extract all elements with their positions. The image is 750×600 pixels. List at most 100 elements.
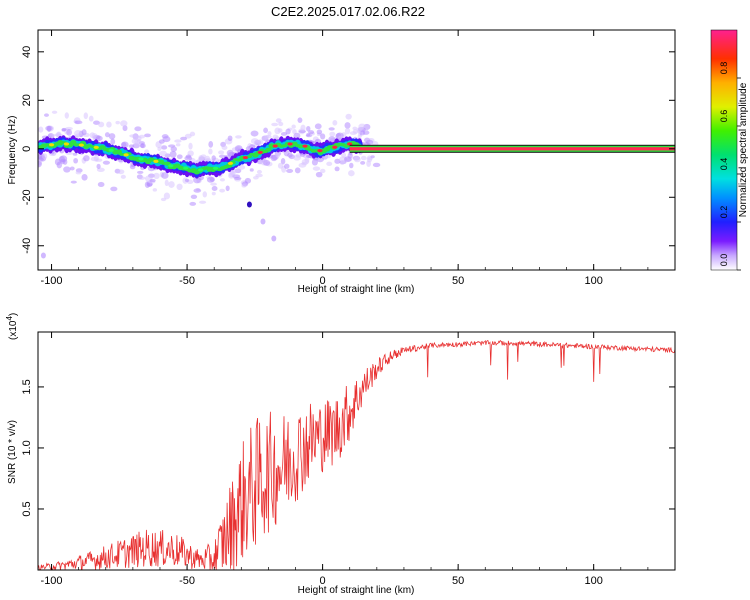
- heatmap-outlier: [271, 235, 277, 242]
- heatmap-peak: [78, 143, 84, 147]
- heatmap-cell: [218, 150, 225, 155]
- heatmap-cell: [137, 176, 146, 180]
- heatmap-cell: [170, 146, 178, 152]
- heatmap-cell: [353, 156, 361, 163]
- heatmap-cell: [249, 168, 254, 172]
- heatmap-cell: [74, 120, 83, 125]
- heatmap-cell: [164, 179, 169, 187]
- heatmap-cell: [250, 130, 259, 137]
- heatmap-cell: [311, 158, 318, 166]
- heatmap-cell: [349, 162, 354, 169]
- heatmap-peak: [48, 143, 55, 147]
- heatmap-cell: [343, 156, 352, 163]
- heatmap-cell: [137, 170, 144, 174]
- heatmap-cell: [129, 134, 138, 138]
- heatmap-cell: [115, 120, 120, 125]
- heatmap-cell: [102, 160, 111, 165]
- figure-title: C2E2.2025.017.02.06.R22: [271, 4, 425, 19]
- heatmap-outlier: [40, 252, 46, 259]
- colorbar-gradient: [711, 30, 737, 270]
- spectrogram-x-ticks: -100 -50 0 50 100: [41, 30, 676, 287]
- heatmap-peak: [332, 145, 338, 149]
- heatmap-cell: [267, 131, 272, 137]
- colorbar-tick-label: 0.4: [719, 158, 729, 171]
- heatmap-cell: [193, 176, 201, 184]
- spectrogram-x-axis-title: Height of straight line (km): [298, 284, 415, 295]
- heatmap-peak: [138, 157, 144, 161]
- heatmap-cell: [188, 142, 193, 150]
- heatmap-peak: [212, 166, 219, 170]
- heatmap-cell: [349, 131, 357, 136]
- heatmap-peak: [198, 168, 204, 172]
- heatmap-peak: [63, 142, 70, 146]
- multiplier-exponent: 4: [5, 316, 14, 321]
- heatmap-cell: [306, 133, 311, 137]
- x-tick-label: 50: [452, 575, 464, 587]
- heatmap-cell: [348, 170, 355, 177]
- heatmap-cell: [208, 148, 213, 155]
- heatmap-cell: [274, 127, 281, 135]
- heatmap-peak: [153, 159, 159, 163]
- heatmap-cell: [211, 191, 216, 196]
- y-tick-label: 1.0: [21, 440, 33, 455]
- heatmap-peak: [93, 145, 99, 149]
- heatmap-cell: [44, 113, 49, 117]
- heatmap-cell: [81, 174, 88, 181]
- heatmap-cell: [344, 122, 351, 129]
- heatmap-cell: [277, 162, 284, 169]
- heatmap-cell: [293, 154, 301, 161]
- heatmap-cell: [228, 170, 235, 178]
- heatmap-cell: [97, 181, 105, 188]
- heatmap-cell: [175, 143, 181, 147]
- heatmap-cell: [161, 145, 168, 150]
- heatmap-cell: [334, 158, 341, 164]
- heatmap-cell: [352, 126, 358, 131]
- y-tick-label: -20: [21, 189, 33, 205]
- heatmap-peak: [302, 144, 308, 148]
- heatmap-cell: [275, 151, 281, 158]
- heatmap-cell: [83, 155, 90, 162]
- heatmap-cell: [168, 181, 175, 188]
- colorbar-tick-label: 0.8: [719, 62, 729, 75]
- heatmap-peak: [108, 148, 114, 153]
- snr-panel: -100 -50 0 50 100 0.5 1.0 1.5 Height of straig…: [5, 313, 676, 596]
- heatmap-cell: [157, 146, 162, 152]
- heatmap-cell: [93, 154, 100, 162]
- heatmap-cell: [152, 188, 158, 192]
- heatmap-cell: [263, 159, 271, 166]
- heatmap-cell: [344, 127, 351, 135]
- heatmap-cell: [189, 201, 197, 206]
- spectrogram-frame: [37, 29, 676, 271]
- spectrogram-y-axis-title: Frequency (Hz): [7, 116, 18, 185]
- heatmap-cell: [300, 124, 306, 132]
- heatmap-cell: [73, 157, 79, 164]
- colorbar: 0.0 0.2 0.4 0.6 0.8 Normalized spectral ampl…: [710, 29, 749, 271]
- heatmap-cell: [98, 121, 105, 128]
- heatmap-cell: [221, 145, 228, 150]
- heatmap-cell: [153, 172, 160, 180]
- colorbar-title: Normalized spectral amplitude: [738, 82, 749, 217]
- snr-x-axis-title: Height of straight line (km): [298, 585, 415, 596]
- heatmap-cell: [360, 160, 366, 165]
- heatmap-cell: [189, 131, 196, 137]
- colorbar-ticks: 0.0 0.2 0.4 0.6 0.8: [719, 62, 741, 271]
- heatmap-cell: [45, 125, 53, 131]
- snr-multiplier-label: (x104): [5, 313, 19, 340]
- heatmap-cell: [345, 113, 352, 120]
- heatmap-cell: [241, 183, 247, 188]
- heatmap-peak: [123, 153, 129, 157]
- heatmap-cell: [219, 188, 226, 193]
- heatmap-cell: [253, 176, 259, 180]
- spectrogram-y-ticks: -40 -20 0 20 40: [21, 46, 675, 254]
- heatmap-peak: [347, 142, 353, 146]
- snr-y-axis-title: SNR (10 * v/v): [7, 420, 18, 484]
- colorbar-frame: [710, 29, 738, 271]
- heatmap-cell: [291, 124, 296, 129]
- heatmap-cell: [88, 115, 94, 122]
- heatmap-cell: [61, 127, 67, 132]
- heatmap-cell: [306, 125, 311, 132]
- heatmap-cell: [66, 128, 73, 136]
- heatmap-cell: [64, 112, 69, 119]
- heatmap-cell: [275, 118, 282, 123]
